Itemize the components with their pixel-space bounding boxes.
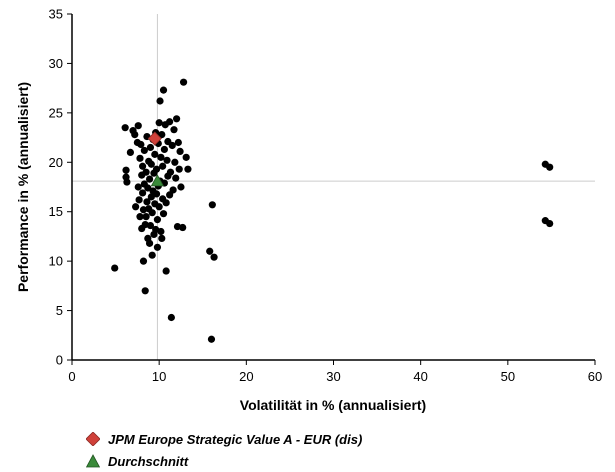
scatter-point: [207, 335, 216, 343]
scatter-point: [210, 253, 218, 261]
scatter-point: [172, 174, 180, 182]
x-axis-title: Volatilität in % (annualisiert): [240, 397, 426, 413]
scatter-point: [151, 150, 159, 158]
scatter-point: [136, 154, 144, 162]
triangle-icon: [86, 454, 100, 468]
scatter-point: [136, 213, 144, 221]
legend-label-average: Durchschnitt: [108, 453, 189, 469]
scatter-point: [206, 247, 214, 255]
legend: JPM Europe Strategic Value A - EUR (dis)…: [86, 428, 362, 472]
scatter-point: [179, 78, 188, 86]
scatter-point: [146, 143, 155, 152]
scatter-point: [126, 148, 135, 156]
scatter-point: [131, 131, 139, 139]
x-tick-label: 40: [413, 369, 427, 384]
scatter-point: [162, 199, 170, 207]
scatter-point: [121, 124, 129, 132]
scatter-point: [140, 146, 148, 155]
y-tick-label: 25: [49, 105, 63, 120]
x-tick-label: 0: [68, 369, 75, 384]
y-axis-title: Performance in % (annualisiert): [15, 82, 31, 292]
y-tick-label: 20: [49, 155, 63, 170]
scatter-point: [153, 216, 162, 224]
scatter-point: [158, 131, 166, 139]
scatter-point: [170, 126, 178, 134]
scatter-point: [139, 257, 148, 265]
scatter-point: [171, 158, 179, 166]
scatter-point: [166, 168, 175, 176]
scatter-point: [208, 201, 216, 209]
y-tick-label: 30: [49, 56, 63, 71]
scatter-point: [156, 97, 164, 105]
legend-label-fund: JPM Europe Strategic Value A - EUR (dis): [108, 431, 363, 447]
scatter-point: [153, 243, 162, 251]
scatter-point: [152, 165, 161, 173]
y-tick-label: 10: [49, 254, 63, 269]
scatter-point: [159, 210, 168, 218]
x-tick-label: 20: [239, 369, 253, 384]
scatter-point: [159, 162, 167, 170]
scatter-point: [157, 227, 165, 236]
scatter-point: [144, 184, 152, 192]
scatter-point: [145, 239, 154, 247]
scatter-point: [139, 189, 147, 197]
scatter-point: [179, 223, 187, 232]
scatter-point: [169, 186, 177, 194]
x-tick-label: 60: [588, 369, 602, 384]
scatter-point: [152, 190, 161, 198]
scatter-point: [132, 203, 140, 211]
scatter-point: [158, 234, 166, 243]
scatter-point: [111, 264, 119, 272]
scatter-point: [139, 162, 147, 170]
scatter-point: [546, 219, 554, 228]
x-tick-label: 10: [152, 369, 166, 384]
fund-point: [147, 131, 162, 146]
scatter-point: [163, 156, 171, 164]
scatter-point: [182, 153, 190, 161]
scatter-point: [134, 122, 142, 130]
scatter-point: [137, 140, 145, 149]
scatter-point: [123, 178, 131, 186]
x-tick-label: 30: [326, 369, 340, 384]
scatter-point: [146, 221, 155, 230]
scatter-point: [147, 160, 155, 168]
scatter-point: [168, 141, 176, 150]
scatter-point: [184, 165, 192, 173]
legend-item-average: Durchschnitt: [86, 450, 362, 472]
scatter-point: [135, 196, 143, 204]
scatter-point: [143, 198, 151, 206]
scatter-point: [160, 145, 168, 154]
scatter-point: [174, 138, 182, 147]
scatter-point: [142, 168, 150, 176]
scatter-point: [173, 115, 181, 123]
scatter-point: [155, 203, 163, 211]
y-tick-label: 15: [49, 204, 63, 219]
y-tick-label: 5: [56, 303, 63, 318]
y-tick-label: 0: [56, 353, 63, 368]
scatter-point: [176, 147, 184, 156]
scatter-point: [148, 209, 156, 217]
legend-item-fund: JPM Europe Strategic Value A - EUR (dis): [86, 428, 362, 450]
scatter-point: [177, 183, 185, 191]
scatter-point: [162, 267, 170, 275]
scatter-point: [148, 251, 156, 259]
scatter-point: [122, 166, 130, 174]
y-tick-label: 35: [49, 7, 63, 22]
scatter-point: [134, 183, 142, 191]
x-tick-label: 50: [501, 369, 515, 384]
scatter-point: [142, 213, 150, 221]
scatter-point: [147, 193, 155, 201]
scatter-point: [546, 163, 554, 171]
scatter-point: [157, 153, 165, 161]
average-point: [150, 174, 165, 187]
scatter-point: [145, 175, 154, 183]
scatter-point: [175, 165, 183, 173]
diamond-icon: [86, 432, 100, 446]
scatter-point: [141, 287, 149, 295]
scatter-point: [167, 313, 175, 322]
scatter-point: [166, 118, 174, 126]
scatter-point: [155, 119, 163, 127]
scatter-point: [159, 86, 168, 94]
